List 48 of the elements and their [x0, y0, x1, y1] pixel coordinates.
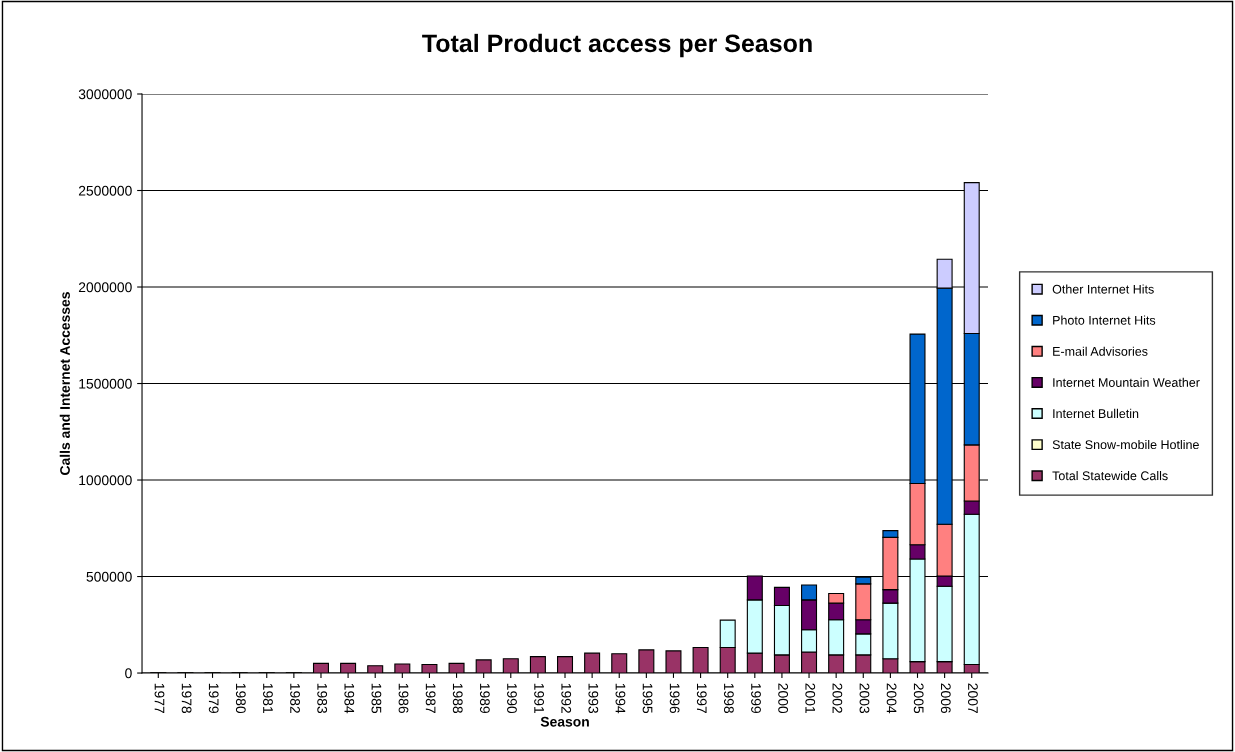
x-tick-label: 1995: [642, 683, 653, 714]
chart-title: Total Product access per Season: [422, 33, 812, 58]
x-tick-label: 1985: [371, 683, 382, 714]
x-tick-label: 1977: [154, 683, 165, 713]
x-tick-label: 1986: [398, 683, 409, 714]
x-tick-label: 2006: [940, 683, 951, 714]
y-tick-label: 1000000: [79, 475, 132, 486]
x-tick-label: 2002: [832, 683, 843, 713]
x-tick-label: 2003: [859, 683, 870, 714]
y-tick-label: 2500000: [78, 185, 132, 196]
x-tick-label: 1988: [452, 683, 463, 714]
legend-label: E-mail Advisories: [1053, 346, 1148, 356]
x-tick-label: 1983: [317, 683, 328, 714]
x-tick-label: 1990: [507, 683, 517, 714]
x-tick-label: 1993: [588, 683, 599, 714]
x-tick-label: 2001: [805, 683, 816, 713]
x-tick-label: 1991: [534, 683, 544, 713]
y-tick-label: 2000000: [78, 282, 132, 293]
x-tick-label: 1984: [344, 683, 355, 714]
legend-label: Photo Internet Hits: [1053, 315, 1156, 325]
y-tick-label: 500000: [86, 571, 132, 582]
legend-label: State Snow-mobile Hotline: [1052, 439, 1199, 450]
x-tick-label: 1982: [290, 683, 300, 713]
x-tick-label: 1989: [479, 683, 490, 713]
legend-label: Other Internet Hits: [1052, 284, 1154, 294]
legend-label: Internet Mountain Weather: [1053, 377, 1200, 387]
y-tick-label: 1500000: [79, 378, 132, 389]
x-tick-label: 1994: [615, 683, 626, 714]
x-tick-label: 1999: [751, 683, 761, 713]
legend-label: Total Statewide Calls: [1052, 471, 1168, 481]
legend-label: Internet Bulletin: [1053, 408, 1139, 418]
x-tick-label: 2000: [778, 683, 789, 714]
x-tick-label: 2005: [913, 683, 924, 714]
x-tick-label: 2007: [968, 683, 978, 713]
x-tick-label: 1979: [208, 683, 219, 713]
x-tick-label: 1987: [425, 683, 436, 713]
x-axis-title: Season: [540, 716, 589, 727]
x-tick-label: 1992: [561, 683, 572, 713]
x-tick-label: 1978: [181, 683, 192, 714]
x-tick-label: 1996: [669, 683, 680, 714]
x-tick-label: 1998: [723, 683, 734, 714]
y-tick-label: 3000000: [78, 89, 132, 100]
x-tick-label: 1981: [263, 683, 273, 713]
x-tick-label: 1980: [235, 683, 246, 714]
x-tick-label: 1997: [696, 683, 707, 713]
y-axis-title: Calls and Internet Accesses: [59, 292, 70, 475]
x-tick-label: 2004: [886, 683, 897, 714]
y-tick-label: 0: [125, 668, 132, 679]
